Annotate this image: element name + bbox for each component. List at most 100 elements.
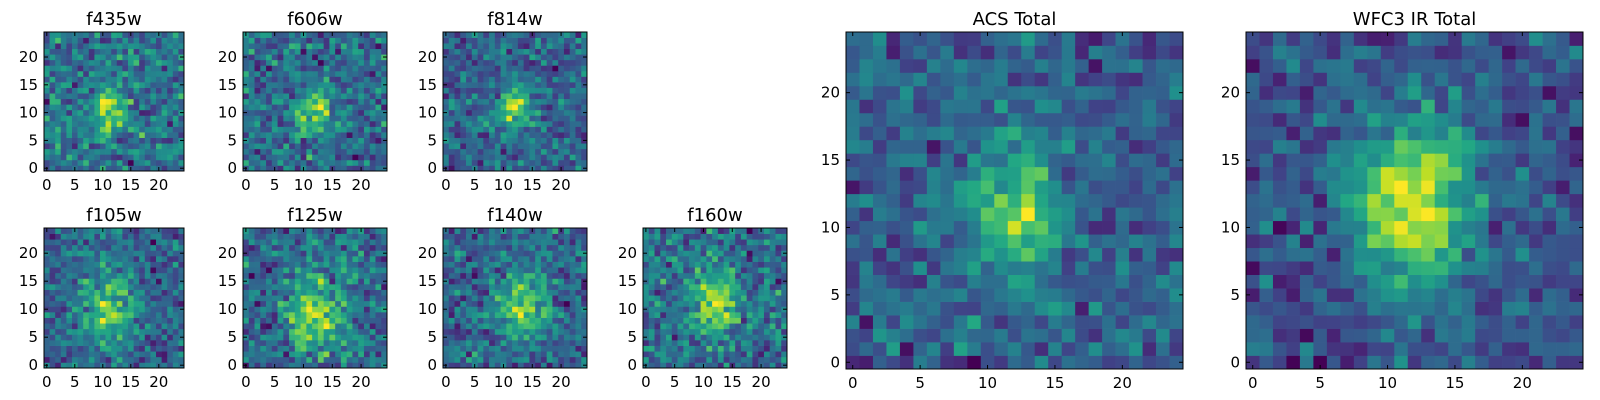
heatmap-cell <box>569 239 576 246</box>
heatmap-cell <box>769 250 776 257</box>
heatmap-cell <box>260 82 267 88</box>
heatmap-cell <box>740 334 748 341</box>
heatmap-cell <box>483 239 490 246</box>
heatmap-cell <box>671 272 678 279</box>
heatmap-cell <box>156 250 162 257</box>
heatmap-cell <box>88 126 95 133</box>
heatmap-cell <box>454 104 461 111</box>
heatmap-cell <box>558 65 565 72</box>
heatmap-cell <box>72 98 78 105</box>
heatmap-cell <box>729 351 736 358</box>
heatmap-cell <box>735 256 742 262</box>
heatmap-cell <box>1075 342 1089 356</box>
heatmap-cell <box>260 284 267 290</box>
heatmap-cell <box>83 54 90 61</box>
heatmap-cell <box>500 132 507 138</box>
heatmap-cell <box>735 267 742 274</box>
heatmap-cell <box>683 233 690 240</box>
heatmap-cell <box>523 82 530 88</box>
y-tick-label: 10 <box>19 300 38 318</box>
heatmap-cell <box>254 148 261 155</box>
heatmap-cell <box>363 351 371 358</box>
heatmap-cell <box>512 228 519 234</box>
heatmap-cell <box>122 132 129 138</box>
heatmap-cell <box>300 82 307 88</box>
heatmap-cell <box>535 278 542 285</box>
heatmap-cell <box>1156 247 1170 262</box>
x-tick-label: 5 <box>470 176 480 194</box>
heatmap-cell <box>913 193 928 208</box>
heatmap-cell <box>294 37 301 44</box>
heatmap-cell <box>150 278 157 285</box>
heatmap-cell <box>363 289 371 296</box>
heatmap-cell <box>139 312 146 318</box>
heatmap-cell <box>77 54 84 61</box>
heatmap-cell <box>133 328 140 335</box>
heatmap-cell <box>260 76 267 83</box>
heatmap-cell <box>139 87 146 94</box>
heatmap-cell <box>283 148 290 155</box>
heatmap-cell <box>83 59 90 66</box>
heatmap-cell <box>967 234 982 249</box>
heatmap-cell <box>369 76 376 83</box>
heatmap-cell <box>352 98 359 105</box>
heatmap-cell <box>1156 328 1170 343</box>
heatmap-cell <box>77 159 84 166</box>
heatmap-cell <box>60 109 67 116</box>
heatmap-cell <box>517 126 524 133</box>
heatmap-cell <box>340 340 348 346</box>
heatmap-cell <box>563 70 571 77</box>
heatmap-cell <box>172 32 179 38</box>
heatmap-cell <box>94 272 101 279</box>
heatmap-cell <box>1021 274 1036 289</box>
heatmap-cell <box>1075 220 1089 235</box>
heatmap-cell <box>489 272 496 279</box>
heatmap-cell <box>94 284 101 290</box>
heatmap-cell <box>517 289 524 296</box>
heatmap-cell <box>552 250 559 257</box>
heatmap-cell <box>317 70 324 77</box>
heatmap-cell <box>340 76 348 83</box>
heatmap-cell <box>466 362 473 369</box>
heatmap-cell <box>535 109 542 116</box>
heatmap-cell <box>254 37 261 44</box>
heatmap-cell <box>489 267 496 274</box>
heatmap-cell <box>352 233 359 240</box>
heatmap-cell <box>494 261 501 268</box>
heatmap-cell <box>335 65 342 72</box>
heatmap-cell <box>248 143 255 150</box>
heatmap-cell <box>500 284 507 290</box>
heatmap-cell <box>294 59 301 66</box>
heatmap-cell <box>489 32 496 38</box>
heatmap-cell <box>83 244 90 251</box>
y-tick-label: 20 <box>218 244 237 262</box>
heatmap-cell <box>283 261 290 268</box>
heatmap-cell <box>1021 234 1036 249</box>
heatmap-cell <box>1102 328 1116 343</box>
heatmap-cell <box>1021 355 1036 370</box>
heatmap-cell <box>283 98 290 105</box>
y-tick-label: 10 <box>218 300 237 318</box>
heatmap-cell <box>156 154 162 161</box>
heatmap-cell <box>506 239 513 246</box>
heatmap-cell <box>846 193 860 208</box>
heatmap-cell <box>156 48 162 55</box>
heatmap-cell <box>49 143 56 150</box>
heatmap-cell <box>535 154 542 161</box>
heatmap-cell <box>448 143 455 150</box>
heatmap-cell <box>477 59 484 66</box>
heatmap-cell <box>483 250 490 257</box>
heatmap-cell <box>967 180 982 195</box>
heatmap-cell <box>1169 274 1184 289</box>
heatmap-cell <box>381 261 388 268</box>
heatmap-cell <box>666 345 673 352</box>
heatmap-cell <box>150 70 157 77</box>
heatmap-cell <box>369 132 376 138</box>
heatmap-cell <box>283 340 290 346</box>
heatmap-cell <box>575 154 582 161</box>
heatmap-cell <box>266 82 273 88</box>
heatmap-cell <box>494 37 501 44</box>
heatmap-cell <box>139 65 146 72</box>
heatmap-cell <box>381 356 388 363</box>
